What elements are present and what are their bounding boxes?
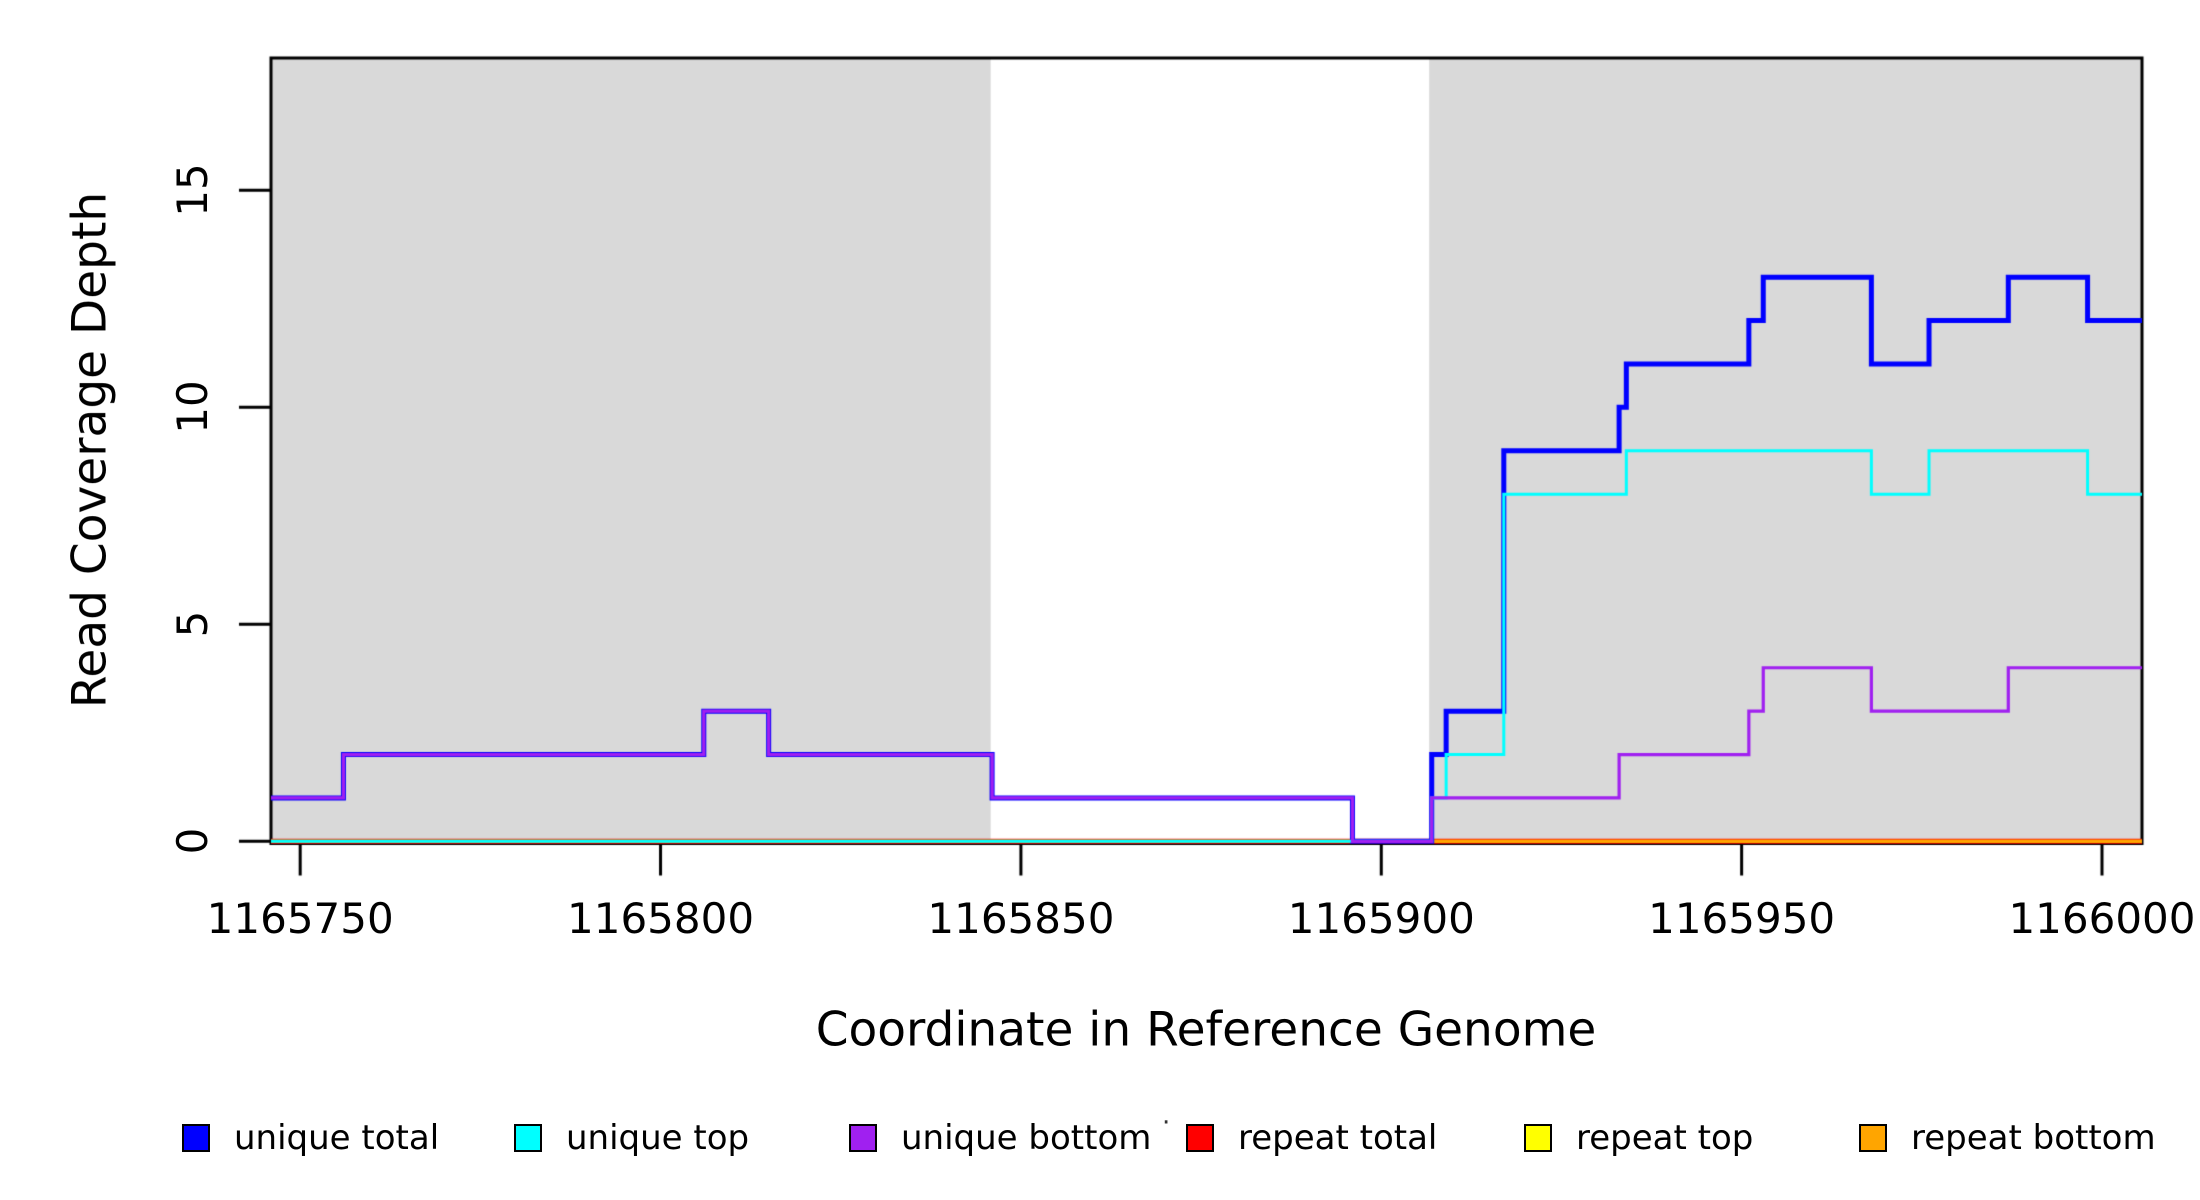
legend-label: unique total	[234, 1118, 440, 1158]
x-tick-label: 1165800	[567, 894, 755, 943]
x-tick-label: 1165900	[1287, 894, 1475, 943]
legend-item-unique-bottom: unique bottom	[849, 1121, 1151, 1155]
legend-swatch-icon	[514, 1124, 542, 1152]
legend-swatch-icon	[849, 1124, 877, 1152]
x-axis-title: Coordinate in Reference Genome	[815, 1002, 1597, 1058]
legend-swatch-icon	[1524, 1124, 1552, 1152]
legend-label: repeat bottom	[1911, 1118, 2156, 1158]
x-tick-label: 1165950	[1648, 894, 1836, 943]
y-tick-label: 0	[168, 827, 217, 855]
legend-label: repeat top	[1576, 1118, 1754, 1158]
legend-label: unique top	[566, 1118, 750, 1158]
y-tick-label: 15	[168, 163, 217, 218]
x-tick-label: 1165750	[206, 894, 394, 943]
x-tick-label: 1165850	[927, 894, 1115, 943]
y-tick-label: 10	[168, 380, 217, 435]
legend-item-unique-total: unique total	[182, 1121, 439, 1155]
legend-swatch-icon	[1859, 1124, 1887, 1152]
legend-artifact-dot: ·	[1162, 1108, 1171, 1138]
legend-item-repeat-top: repeat top	[1524, 1121, 1753, 1155]
legend-label: unique bottom	[901, 1118, 1152, 1158]
legend-swatch-icon	[1186, 1124, 1214, 1152]
y-tick-label: 5	[168, 610, 217, 638]
legend-item-repeat-bottom: repeat bottom	[1859, 1121, 2156, 1155]
legend-item-repeat-total: repeat total	[1186, 1121, 1437, 1155]
x-tick-label: 1166000	[2008, 894, 2196, 943]
legend-swatch-icon	[182, 1124, 210, 1152]
y-axis-title: Read Coverage Depth	[62, 191, 118, 709]
legend-label: repeat total	[1238, 1118, 1438, 1158]
legend-item-unique-top: unique top	[514, 1121, 749, 1155]
